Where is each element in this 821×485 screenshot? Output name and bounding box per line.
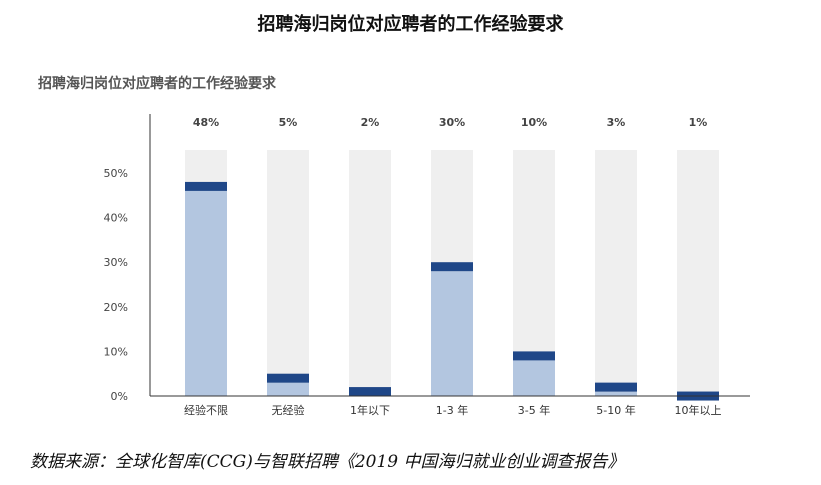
y-tick-label: 10% bbox=[104, 345, 128, 358]
data-source-note: 数据来源：全球化智库(CCG)与智联招聘《2019 中国海归就业创业调查报告》 bbox=[30, 452, 625, 472]
bar-track bbox=[349, 150, 391, 396]
data-label: 48% bbox=[193, 116, 219, 129]
bar bbox=[431, 271, 473, 396]
data-label: 10% bbox=[521, 116, 547, 129]
bar-cap bbox=[513, 351, 555, 361]
data-label: 1% bbox=[689, 116, 708, 129]
bar-cap bbox=[349, 387, 391, 397]
x-tick-label: 5-10 年 bbox=[596, 403, 635, 417]
x-tick-label: 经验不限 bbox=[184, 403, 228, 417]
y-tick-label: 50% bbox=[104, 167, 128, 180]
x-tick-label: 无经验 bbox=[272, 403, 305, 417]
bar-track bbox=[677, 150, 719, 396]
x-tick-label: 1-3 年 bbox=[436, 403, 468, 417]
x-tick-label: 3-5 年 bbox=[518, 403, 550, 417]
data-label: 30% bbox=[439, 116, 465, 129]
bar bbox=[595, 391, 637, 396]
bar-cap bbox=[431, 262, 473, 272]
bar-cap bbox=[595, 382, 637, 392]
bar bbox=[267, 382, 309, 396]
bar-cap bbox=[185, 181, 227, 191]
data-label: 5% bbox=[279, 116, 298, 129]
bar-track bbox=[267, 150, 309, 396]
bar-track bbox=[595, 150, 637, 396]
chart-title: 招聘海归岗位对应聘者的工作经验要求 bbox=[38, 76, 276, 92]
bar-chart: 0% 10% 20% 30% 40% 50% 48% 5% 2% 30% 10% 3% 1% 经验不限 无经… bbox=[104, 114, 750, 417]
y-tick-label: 40% bbox=[104, 212, 128, 225]
bar-cap bbox=[267, 373, 309, 383]
y-tick-label: 20% bbox=[104, 301, 128, 314]
data-label: 2% bbox=[361, 116, 380, 129]
x-tick-label: 1年以下 bbox=[350, 403, 390, 417]
page-title: 招聘海归岗位对应聘者的工作经验要求 bbox=[257, 14, 564, 35]
bar bbox=[513, 360, 555, 396]
y-tick-label: 30% bbox=[104, 256, 128, 269]
y-tick-label: 0% bbox=[111, 390, 128, 403]
data-label: 3% bbox=[607, 116, 626, 129]
bar bbox=[185, 190, 227, 396]
x-tick-label: 10年以上 bbox=[675, 403, 722, 417]
